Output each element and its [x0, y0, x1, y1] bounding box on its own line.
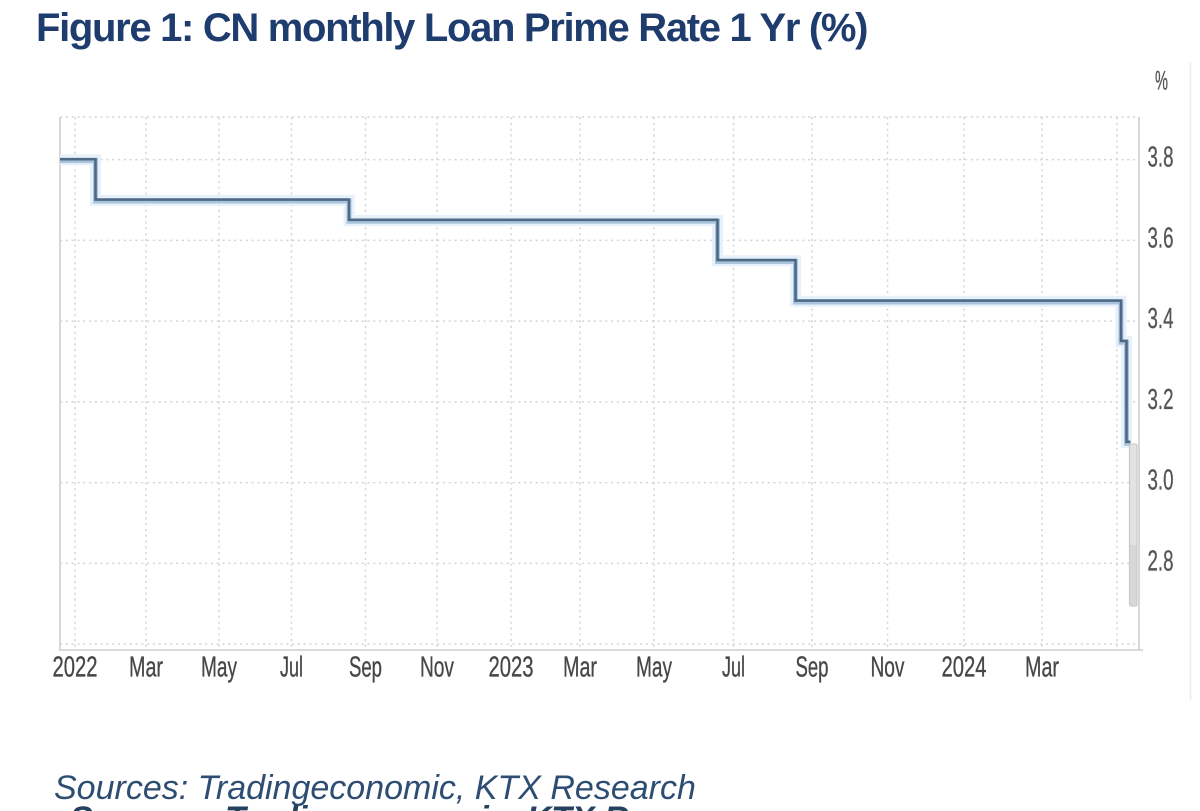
svg-text:May: May	[201, 652, 237, 684]
svg-text:3.2: 3.2	[1148, 384, 1174, 416]
svg-text:May: May	[636, 652, 672, 684]
svg-text:Nov: Nov	[420, 652, 454, 684]
svg-text:Sep: Sep	[796, 652, 829, 684]
svg-text:Mar: Mar	[129, 652, 163, 684]
svg-text:Jul: Jul	[280, 652, 303, 684]
svg-text:2024: 2024	[942, 652, 987, 684]
svg-text:Jul: Jul	[722, 652, 745, 684]
svg-text:3.6: 3.6	[1148, 222, 1174, 254]
svg-text:3.4: 3.4	[1148, 303, 1174, 335]
svg-text:3.0: 3.0	[1148, 465, 1174, 497]
svg-text:Nov: Nov	[871, 652, 905, 684]
svg-text:Mar: Mar	[563, 652, 597, 684]
svg-text:3.8: 3.8	[1148, 142, 1174, 174]
svg-text:Mar: Mar	[1025, 652, 1059, 684]
svg-text:2.8: 2.8	[1148, 545, 1174, 577]
svg-text:Sep: Sep	[349, 652, 382, 684]
svg-text:%: %	[1155, 66, 1168, 96]
svg-text:2023: 2023	[489, 652, 534, 684]
svg-text:2022: 2022	[53, 652, 98, 684]
